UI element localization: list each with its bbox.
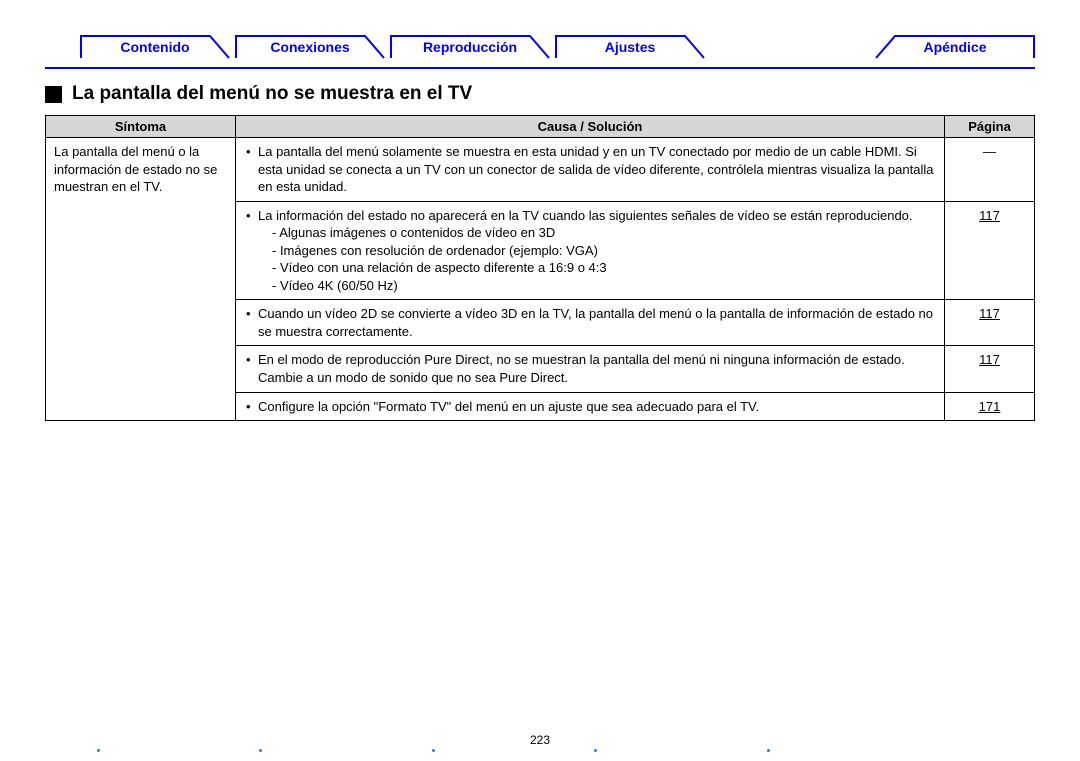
troubleshoot-table: Síntoma Causa / Solución Página La panta…: [45, 115, 1035, 421]
cause-bullet: La información del estado no aparecerá e…: [244, 207, 936, 295]
col-page-header: Página: [945, 116, 1035, 138]
cause-cell: Cuando un vídeo 2D se convierte a vídeo …: [236, 300, 945, 346]
table-row: La pantalla del menú o la información de…: [46, 138, 1035, 202]
page-cell: 117: [945, 300, 1035, 346]
cause-bullet: Configure la opción "Formato TV" del men…: [244, 398, 936, 416]
col-symptom-header: Síntoma: [46, 116, 236, 138]
tab-label: Conexiones: [270, 39, 349, 55]
cause-cell: La pantalla del menú solamente se muestr…: [236, 138, 945, 202]
dot-icon: [97, 749, 100, 752]
tab-contenido[interactable]: Contenido: [80, 35, 230, 59]
dot-icon: [767, 749, 770, 752]
cause-cell: Configure la opción "Formato TV" del men…: [236, 392, 945, 421]
page-link[interactable]: 171: [979, 399, 1001, 414]
page-link[interactable]: 117: [979, 306, 1000, 321]
cause-cell: En el modo de reproducción Pure Direct, …: [236, 346, 945, 392]
cause-subline: - Vídeo 4K (60/50 Hz): [258, 277, 936, 295]
page-cell: —: [945, 138, 1035, 202]
dot-icon: [594, 749, 597, 752]
section-heading: La pantalla del menú no se muestra en el…: [72, 83, 472, 105]
page-cell: 117: [945, 346, 1035, 392]
page-link[interactable]: 117: [979, 208, 1000, 223]
section-title: La pantalla del menú no se muestra en el…: [45, 83, 1035, 105]
dot-icon: [432, 749, 435, 752]
col-cause-header: Causa / Solución: [236, 116, 945, 138]
tab-conexiones[interactable]: Conexiones: [235, 35, 385, 59]
table-header-row: Síntoma Causa / Solución Página: [46, 116, 1035, 138]
tab-reproduccion[interactable]: Reproducción: [390, 35, 550, 59]
tab-label: Ajustes: [605, 39, 656, 55]
cause-subline: - Vídeo con una relación de aspecto dife…: [258, 259, 936, 277]
tab-label: Apéndice: [923, 39, 986, 55]
symptom-cell: La pantalla del menú o la información de…: [46, 138, 236, 421]
cause-subline: - Imágenes con resolución de ordenador (…: [258, 242, 936, 260]
table-body: La pantalla del menú o la información de…: [46, 138, 1035, 421]
tab-label: Reproducción: [423, 39, 517, 55]
square-icon: [45, 86, 62, 103]
cause-bullet: En el modo de reproducción Pure Direct, …: [244, 351, 936, 386]
tab-underline: [45, 67, 1035, 69]
tab-label: Contenido: [120, 39, 189, 55]
tab-ajustes[interactable]: Ajustes: [555, 35, 705, 59]
cause-cell: La información del estado no aparecerá e…: [236, 201, 945, 300]
tab-apendice[interactable]: Apéndice: [875, 35, 1035, 59]
footer-dots: [0, 749, 1080, 755]
page-cell: 117: [945, 201, 1035, 300]
cause-subline: - Algunas imágenes o contenidos de vídeo…: [258, 224, 936, 242]
dot-icon: [259, 749, 262, 752]
page-cell: 171: [945, 392, 1035, 421]
page-number: 223: [0, 733, 1080, 747]
page-link[interactable]: 117: [979, 352, 1000, 367]
nav-tabs: Contenido Conexiones Reproducción Ajuste…: [45, 35, 1035, 63]
cause-bullet: La pantalla del menú solamente se muestr…: [244, 143, 936, 196]
cause-bullet: Cuando un vídeo 2D se convierte a vídeo …: [244, 305, 936, 340]
